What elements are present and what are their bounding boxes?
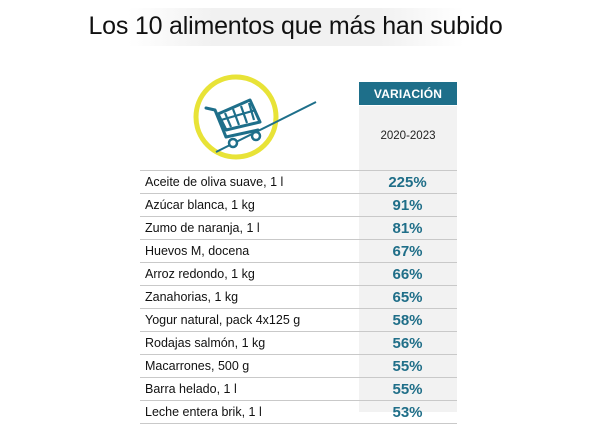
table-row: Huevos M, docena 67%: [140, 239, 457, 262]
row-value: 53%: [392, 403, 423, 421]
row-label: Leche entera brik, 1 l: [145, 405, 262, 419]
column-header: VARIACIÓN: [359, 82, 457, 105]
row-label: Azúcar blanca, 1 kg: [145, 198, 255, 212]
row-value: 81%: [392, 219, 423, 237]
row-label: Aceite de oliva suave, 1 l: [145, 175, 284, 189]
table-row: Arroz redondo, 1 kg 66%: [140, 262, 457, 285]
food-table: Aceite de oliva suave, 1 l 225% Azúcar bla…: [140, 170, 457, 424]
table-row: Zumo de naranja, 1 l 81%: [140, 216, 457, 239]
row-value: 225%: [388, 173, 427, 191]
row-label: Rodajas salmón, 1 kg: [145, 336, 266, 350]
row-value: 91%: [392, 196, 423, 214]
page-title: Los 10 alimentos que más han subido: [88, 12, 503, 40]
row-label: Yogur natural, pack 4x125 g: [145, 313, 301, 327]
row-label: Arroz redondo, 1 kg: [145, 267, 255, 281]
table-row: Zanahorias, 1 kg 65%: [140, 285, 457, 308]
column-period: 2020-2023: [380, 130, 436, 142]
shopping-cart-rising-trend-icon: [188, 72, 318, 172]
table-row: Yogur natural, pack 4x125 g 58%: [140, 308, 457, 331]
row-label: Barra helado, 1 l: [145, 382, 237, 396]
table-row: Azúcar blanca, 1 kg 91%: [140, 193, 457, 216]
table-row: Aceite de oliva suave, 1 l 225%: [140, 170, 457, 193]
value-column-background: [359, 106, 457, 412]
table-row: Leche entera brik, 1 l 53%: [140, 400, 457, 424]
table-row: Barra helado, 1 l 55%: [140, 377, 457, 400]
row-label: Huevos M, docena: [145, 244, 250, 258]
row-value: 55%: [392, 380, 423, 398]
row-value: 65%: [392, 288, 423, 306]
table-row: Macarrones, 500 g 55%: [140, 354, 457, 377]
row-label: Zanahorias, 1 kg: [145, 290, 239, 304]
title-background: [128, 8, 464, 46]
row-value: 66%: [392, 265, 423, 283]
row-label: Macarrones, 500 g: [145, 359, 250, 373]
row-value: 67%: [392, 242, 423, 260]
table-row: Rodajas salmón, 1 kg 56%: [140, 331, 457, 354]
row-value: 56%: [392, 334, 423, 352]
row-value: 55%: [392, 357, 423, 375]
row-label: Zumo de naranja, 1 l: [145, 221, 260, 235]
row-value: 58%: [392, 311, 423, 329]
